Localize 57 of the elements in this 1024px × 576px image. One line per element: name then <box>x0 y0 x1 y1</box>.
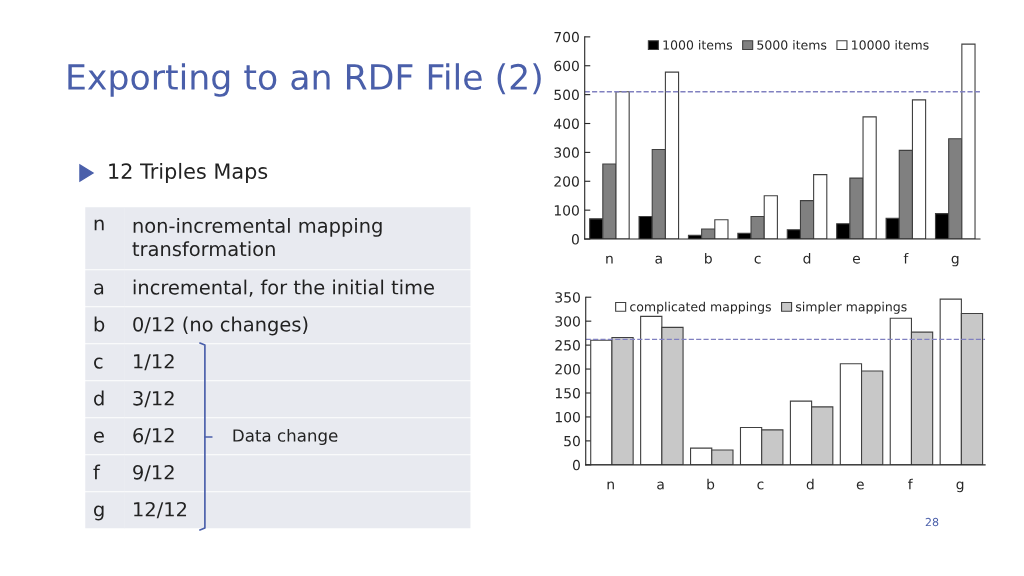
text: f <box>93 464 101 480</box>
text: Data change <box>233 428 338 446</box>
legend-label: 1000 items <box>663 40 733 50</box>
text: n <box>94 219 104 231</box>
y-tick-label: 150 <box>555 387 580 399</box>
x-tick-label: g <box>951 255 959 267</box>
y-tick-label: 700 <box>554 31 579 43</box>
text: incremental, for the initial time <box>133 279 434 297</box>
text: a <box>94 283 104 295</box>
y-tick-label: 100 <box>555 411 580 423</box>
text: e <box>94 431 104 443</box>
y-tick-label: 200 <box>555 364 580 375</box>
text: d <box>94 390 104 406</box>
x-tick-label: a <box>657 481 664 490</box>
x-tick-label: g <box>956 481 964 493</box>
y-tick-label: 600 <box>554 60 579 72</box>
text: 6/12 <box>133 427 174 445</box>
y-tick-label: 300 <box>555 316 580 327</box>
y-tick-label: 350 <box>555 292 580 303</box>
y-tick-label: 200 <box>554 176 579 187</box>
x-tick-label: e <box>856 481 864 490</box>
text: 0/12 (no changes) <box>133 316 308 336</box>
text: non-incremental mapping transformation <box>132 217 382 257</box>
text: 12 Triples Maps <box>109 162 268 184</box>
x-tick-label: d <box>803 252 811 264</box>
x-tick-label: f <box>908 478 913 490</box>
x-tick-label: f <box>903 252 909 264</box>
x-tick-label: e <box>852 255 860 264</box>
text: Exporting to an RDF File (2) <box>68 63 541 97</box>
y-tick-label: 400 <box>554 118 579 129</box>
legend-label: 5000 items <box>757 40 827 50</box>
y-tick-label: 50 <box>564 435 580 447</box>
x-tick-label: d <box>806 478 814 490</box>
text: 1/12 <box>134 353 174 371</box>
legend-label: complicated mappings <box>630 301 771 314</box>
x-tick-label: b <box>707 478 715 490</box>
text: b <box>94 316 105 332</box>
x-tick-label: c <box>754 255 761 264</box>
x-tick-label: b <box>705 252 712 264</box>
x-tick-label: n <box>607 481 614 490</box>
legend-label: 10000 items <box>852 40 929 50</box>
text: c <box>94 357 103 369</box>
legend-label: simpler mappings <box>795 301 907 314</box>
y-tick-label: 500 <box>554 89 579 101</box>
x-tick-label: a <box>655 255 662 264</box>
x-tick-label: c <box>757 481 764 490</box>
y-tick-label: 0 <box>572 459 580 471</box>
text: 12/12 <box>134 501 187 519</box>
text: 3/12 <box>133 390 174 408</box>
text: 28 <box>925 517 939 527</box>
y-tick-label: 250 <box>555 340 580 351</box>
y-tick-label: 100 <box>554 205 579 216</box>
y-tick-label: 300 <box>554 147 579 158</box>
y-tick-label: 0 <box>571 234 579 245</box>
text: g <box>94 505 104 521</box>
text: 9/12 <box>133 464 174 482</box>
x-tick-label: n <box>606 255 613 264</box>
